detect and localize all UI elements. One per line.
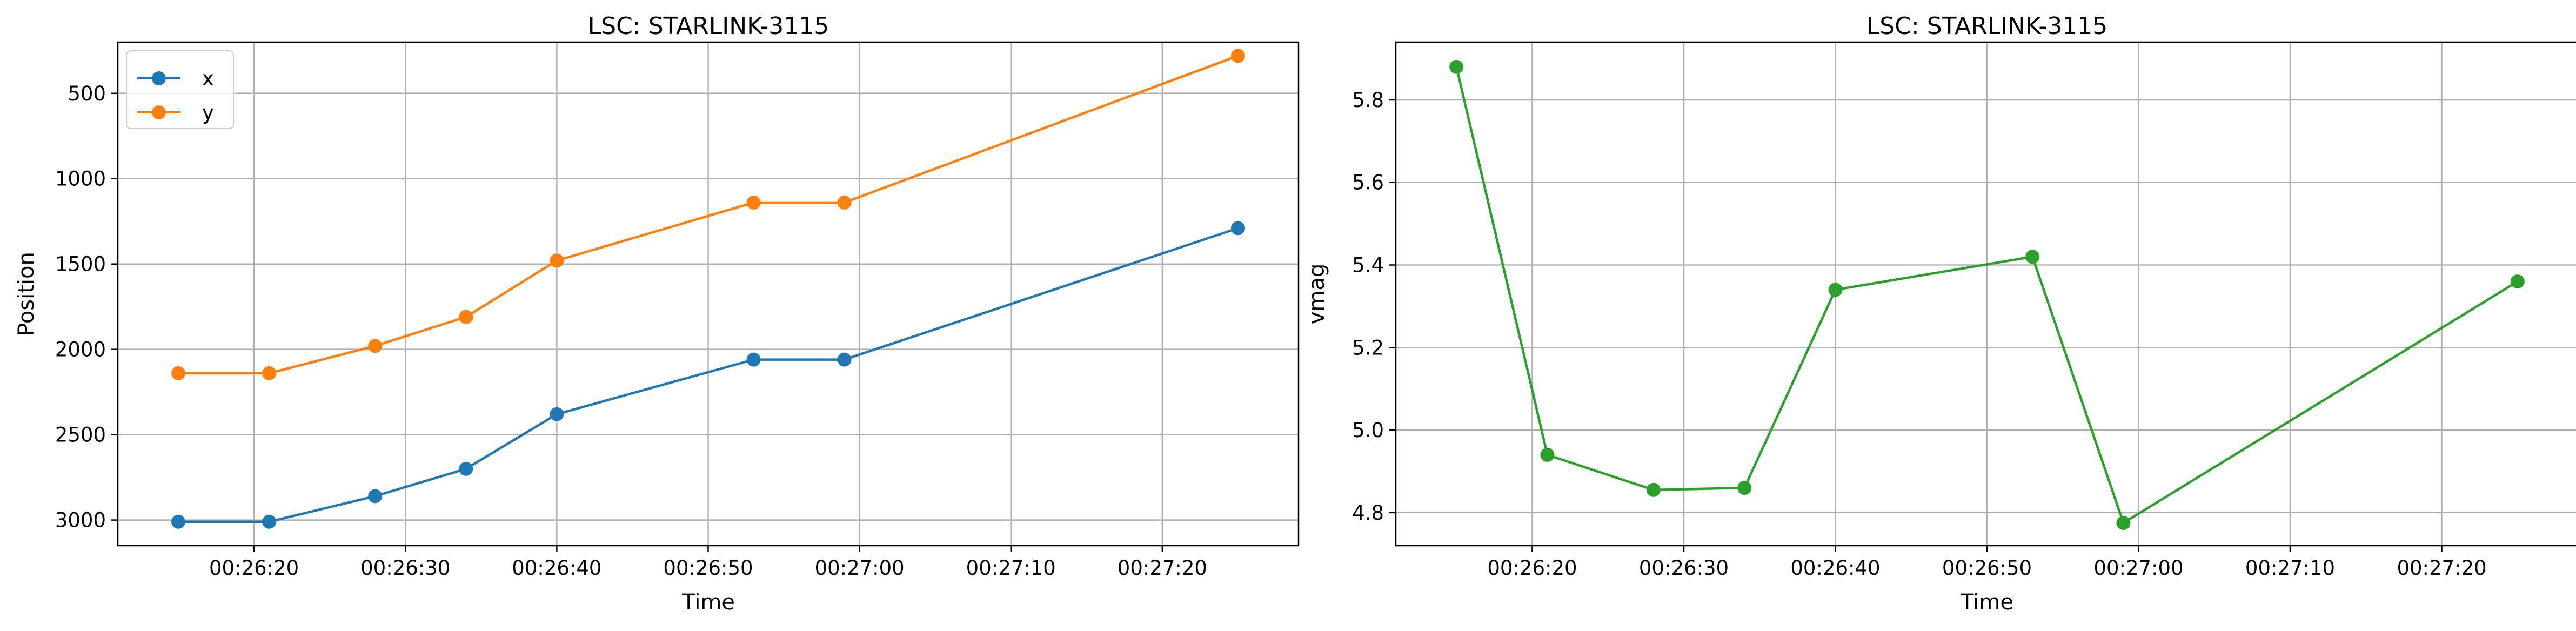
y-tick-label: 500 (68, 82, 106, 105)
data-point-1 (2025, 250, 2040, 264)
x-tick-label: 00:26:50 (663, 556, 753, 580)
data-point-x (171, 514, 186, 529)
y-tick-label: 5.4 (1352, 254, 1384, 277)
legend-x-marker (152, 71, 166, 85)
x-tick-label: 00:27:00 (2093, 556, 2183, 580)
data-point-y (550, 253, 564, 268)
vmag-chart-series (1449, 59, 2525, 530)
x-tick-label: 00:26:20 (1487, 556, 1577, 580)
data-point-y (368, 339, 383, 353)
y-tick-label: 3000 (55, 509, 106, 532)
x-tick-label: 00:27:20 (1118, 556, 1207, 580)
legend-box (126, 50, 234, 129)
x-tick-label: 00:27:00 (815, 556, 905, 580)
series-line-y (178, 55, 1239, 375)
position-chart-grid (118, 42, 1299, 546)
data-point-1 (1449, 59, 1464, 74)
data-point-x (262, 514, 277, 529)
position-chart-y-label: Position (14, 252, 39, 336)
x-tick-label: 00:26:50 (1942, 556, 2032, 580)
vmag-chart-y-label: vmag (1304, 264, 1329, 325)
series-line-1 (1455, 66, 2518, 525)
x-tick-label: 00:26:40 (1790, 556, 1880, 580)
x-tick-label: 00:26:20 (209, 556, 299, 580)
y-tick-label: 4.8 (1352, 501, 1384, 525)
data-point-1 (2510, 274, 2525, 289)
data-point-x (459, 461, 473, 476)
data-point-1 (1828, 283, 1843, 297)
x-tick-label: 00:26:30 (360, 556, 450, 580)
legend-y-marker (152, 105, 166, 119)
data-point-y (746, 195, 761, 210)
data-point-x (550, 407, 564, 421)
y-tick-label: 5.0 (1352, 419, 1384, 442)
x-tick-label: 00:26:40 (512, 556, 601, 580)
data-point-y (459, 310, 473, 324)
data-point-y (262, 366, 277, 380)
data-point-x (1230, 221, 1245, 236)
position-chart-title: LSC: STARLINK-3115 (588, 12, 829, 40)
x-tick-label: 00:27:10 (2245, 556, 2335, 580)
data-point-1 (1646, 482, 1661, 497)
data-point-x (746, 352, 761, 367)
x-tick-label: 00:27:10 (966, 556, 1056, 580)
vmag-chart-title: LSC: STARLINK-3115 (1866, 12, 2108, 40)
position-chart: LSC: STARLINK-3115 00:26:20 00:26:30 00:26… (14, 12, 1300, 615)
data-point-y (1230, 49, 1245, 63)
data-point-x (368, 489, 383, 504)
x-tick-label: 00:26:30 (1639, 556, 1729, 580)
position-chart-x-ticks: 00:26:20 00:26:30 00:26:40 00:26:50 00:27:00… (209, 546, 1207, 580)
vmag-chart-x-ticks: 00:26:20 00:26:30 00:26:40 00:26:50 00:27:00… (1487, 546, 2487, 580)
y-tick-label: 2500 (55, 424, 106, 447)
legend-y-label: y (202, 101, 214, 124)
position-chart-series (171, 49, 1245, 529)
data-point-1 (1540, 447, 1555, 462)
y-tick-label: 5.2 (1352, 336, 1384, 359)
series-line-x (178, 227, 1239, 523)
position-chart-x-label: Time (681, 590, 735, 615)
y-tick-label: 1500 (55, 253, 106, 276)
position-chart-legend: x y (126, 50, 234, 129)
x-tick-label: 00:27:20 (2397, 556, 2486, 580)
y-tick-label: 5.8 (1352, 89, 1384, 112)
data-point-y (837, 195, 852, 210)
y-tick-label: 5.6 (1352, 171, 1384, 194)
data-point-y (171, 366, 186, 380)
y-tick-label: 1000 (55, 167, 106, 191)
data-point-x (837, 352, 852, 367)
data-point-1 (1737, 481, 1752, 495)
vmag-chart-x-label: Time (1960, 590, 2013, 615)
data-point-1 (2116, 515, 2131, 530)
legend-x-label: x (202, 67, 214, 90)
vmag-chart: LSC: STARLINK-3115 00:26:20 00:26:30 00:26… (1304, 12, 2576, 615)
position-chart-y-ticks: 500 1000 1500 2000 2500 3000 (55, 82, 118, 532)
y-tick-label: 2000 (55, 338, 106, 361)
vmag-chart-y-ticks: 4.8 5.0 5.2 5.4 5.6 5.8 (1352, 89, 1396, 525)
